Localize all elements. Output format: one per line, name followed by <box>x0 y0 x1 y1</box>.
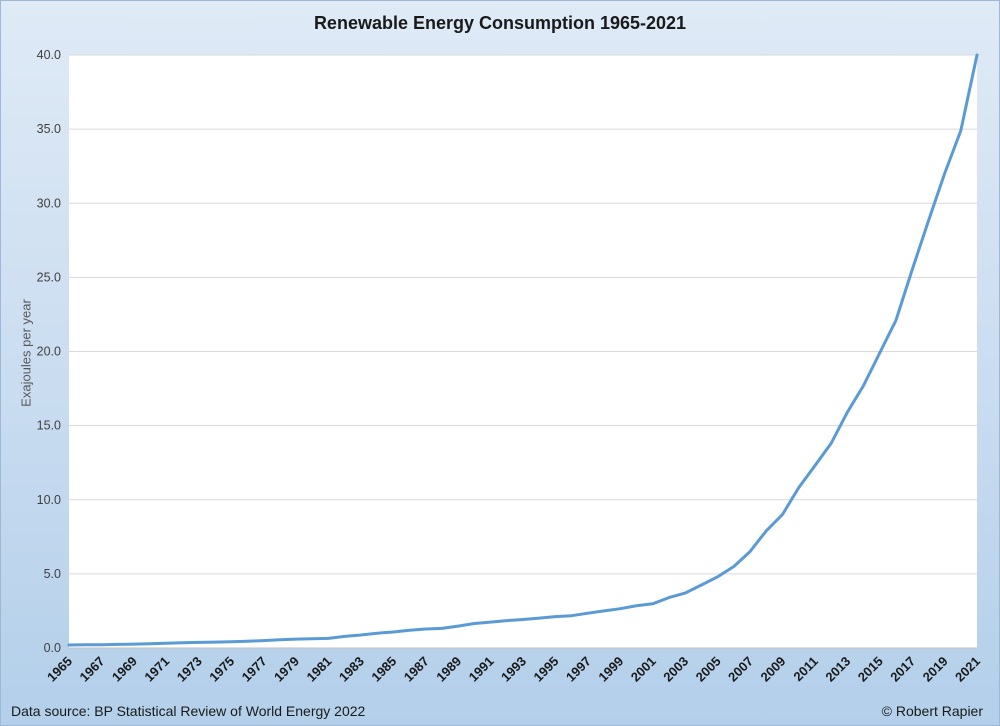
x-tick-label: 1987 <box>401 654 432 685</box>
x-tick-label: 2015 <box>855 654 886 685</box>
x-tick-label: 1983 <box>336 654 367 685</box>
x-tick-label: 1997 <box>563 654 594 685</box>
x-tick-label: 2007 <box>725 654 756 685</box>
y-tick-label: 15.0 <box>37 419 61 433</box>
x-tick-label: 1993 <box>498 654 529 685</box>
chart-title: Renewable Energy Consumption 1965-2021 <box>313 13 687 33</box>
x-tick-label: 1991 <box>466 654 497 685</box>
x-tick-label: 2003 <box>660 654 691 685</box>
x-tick-label: 1989 <box>433 654 464 685</box>
x-tick-label: 2013 <box>822 654 853 685</box>
series-line <box>67 53 979 647</box>
x-tick-label: 1975 <box>206 654 237 685</box>
y-tick-label: 0.0 <box>44 641 61 655</box>
y-tick-label: 10.0 <box>37 493 61 507</box>
y-tick-label: 20.0 <box>37 345 61 359</box>
x-tick-label: 1971 <box>141 654 172 685</box>
x-tick-label: 2019 <box>920 654 951 685</box>
x-tick-label: 1995 <box>530 654 561 685</box>
y-tick-label: 30.0 <box>37 196 61 210</box>
x-tick-label: 1977 <box>239 654 270 685</box>
y-tick-label: 5.0 <box>44 567 61 581</box>
x-tick-label: 1969 <box>109 654 140 685</box>
x-tick-label: 1979 <box>271 654 302 685</box>
x-tick-label: 2021 <box>952 654 983 685</box>
x-tick-label: 1973 <box>174 654 205 685</box>
x-tick-label: 2011 <box>790 654 821 685</box>
data-source-note: Data source: BP Statistical Review of Wo… <box>11 703 366 719</box>
x-tick-label: 1967 <box>76 654 107 685</box>
copyright-credit: © Robert Rapier <box>881 703 983 719</box>
y-tick-label: 40.0 <box>37 48 61 62</box>
x-tick-label: 1999 <box>595 654 626 685</box>
x-tick-label: 1981 <box>303 654 334 685</box>
x-tick-label: 2017 <box>887 654 918 685</box>
x-tick-label: 2009 <box>757 654 788 685</box>
x-tick-label: 1985 <box>368 654 399 685</box>
x-tick-label: 2005 <box>693 654 724 685</box>
y-tick-label: 25.0 <box>37 270 61 284</box>
x-tick-label: 1965 <box>44 654 75 685</box>
y-tick-label: 35.0 <box>37 122 61 136</box>
x-tick-label: 2001 <box>628 654 659 685</box>
